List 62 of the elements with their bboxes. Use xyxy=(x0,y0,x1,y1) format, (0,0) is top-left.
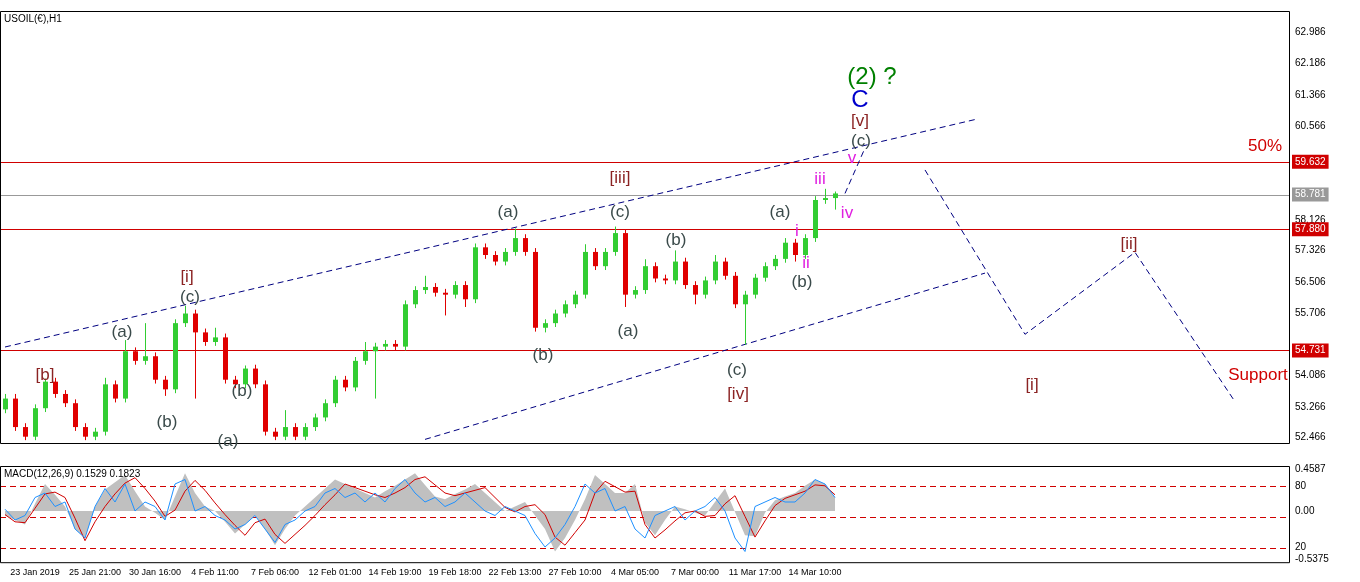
y-tick-label: 0.4587 xyxy=(1295,463,1327,475)
annotation: iv xyxy=(840,202,854,222)
x-tick-label: 23 Jan 2019 xyxy=(10,567,60,578)
annotation: iii xyxy=(814,168,826,188)
y-tick-label: 53.266 xyxy=(1295,400,1327,412)
annotation: [i] xyxy=(180,266,194,286)
ref-line-label: 59.632 xyxy=(1295,155,1327,167)
annotation: (a) xyxy=(769,201,791,221)
x-tick-label: 27 Feb 10:00 xyxy=(548,567,602,578)
x-tick-label: 22 Feb 13:00 xyxy=(488,567,542,578)
annotation: [b] xyxy=(35,364,55,384)
annotation: (c) xyxy=(851,130,871,150)
annotation: [iii] xyxy=(609,167,631,187)
annotation: (b) xyxy=(665,229,687,249)
annotation: (c) xyxy=(610,201,630,221)
y-tick-label: 62.986 xyxy=(1295,26,1327,38)
annotation: (a) xyxy=(111,321,133,341)
annotation: (b) xyxy=(791,271,813,291)
annotation: (c) xyxy=(180,286,200,306)
x-tick-label: 7 Mar 00:00 xyxy=(670,567,720,578)
ref-line-label: 54.731 xyxy=(1295,344,1327,356)
ref-line-label: 58.781 xyxy=(1295,188,1327,200)
annotation: [ii] xyxy=(1120,233,1138,253)
annotation: [iv] xyxy=(727,383,749,403)
x-tick-label: 14 Feb 19:00 xyxy=(368,567,422,578)
x-tick-label: 12 Feb 01:00 xyxy=(308,567,362,578)
y2-tick-label: 20 xyxy=(1295,541,1307,553)
x-tick-label: 4 Feb 11:00 xyxy=(191,567,239,578)
y-tick-label: 58.126 xyxy=(1295,213,1327,225)
annotation: 50% xyxy=(1247,135,1283,155)
ref-line-label: 57.880 xyxy=(1295,222,1327,234)
annotation: [v] xyxy=(851,110,869,130)
x-tick-label: 30 Jan 16:00 xyxy=(128,567,182,578)
chart-title: USOIL(€),H1 xyxy=(4,12,63,24)
y-tick-label: 57.326 xyxy=(1295,244,1327,256)
annotation: (a) xyxy=(617,320,639,340)
y-tick-label: 61.366 xyxy=(1295,88,1327,100)
y-tick-label: 62.186 xyxy=(1295,57,1327,69)
y-tick-label: 52.466 xyxy=(1295,431,1327,443)
y-tick-label: 55.706 xyxy=(1295,306,1327,318)
annotation: (b) xyxy=(156,411,178,431)
y-tick-label: 56.506 xyxy=(1295,275,1327,287)
x-tick-label: 14 Mar 10:00 xyxy=(788,567,842,578)
y-tick-label: 0.00 xyxy=(1295,504,1315,516)
x-tick-label: 11 Mar 17:00 xyxy=(728,567,782,578)
y-tick-label: -0.5375 xyxy=(1295,553,1330,565)
y2-tick-label: 80 xyxy=(1295,480,1307,492)
annotation: i xyxy=(795,220,799,240)
annotation: v xyxy=(847,147,857,167)
x-tick-label: 7 Feb 06:00 xyxy=(250,567,300,578)
annotation: (b) xyxy=(231,380,253,400)
x-tick-label: 19 Feb 18:00 xyxy=(428,567,482,578)
annotation: (c) xyxy=(727,359,747,379)
annotation: Support xyxy=(1228,364,1289,384)
y-tick-label: 54.086 xyxy=(1295,369,1327,381)
annotation: (2) ? xyxy=(847,61,897,89)
annotation: (a) xyxy=(497,201,519,221)
x-tick-label: 25 Jan 21:00 xyxy=(68,567,122,578)
y-tick-label: 60.566 xyxy=(1295,119,1327,131)
x-tick-label: 4 Mar 05:00 xyxy=(610,567,660,578)
annotation: ii xyxy=(802,252,810,272)
annotation: [i] xyxy=(1025,374,1039,394)
